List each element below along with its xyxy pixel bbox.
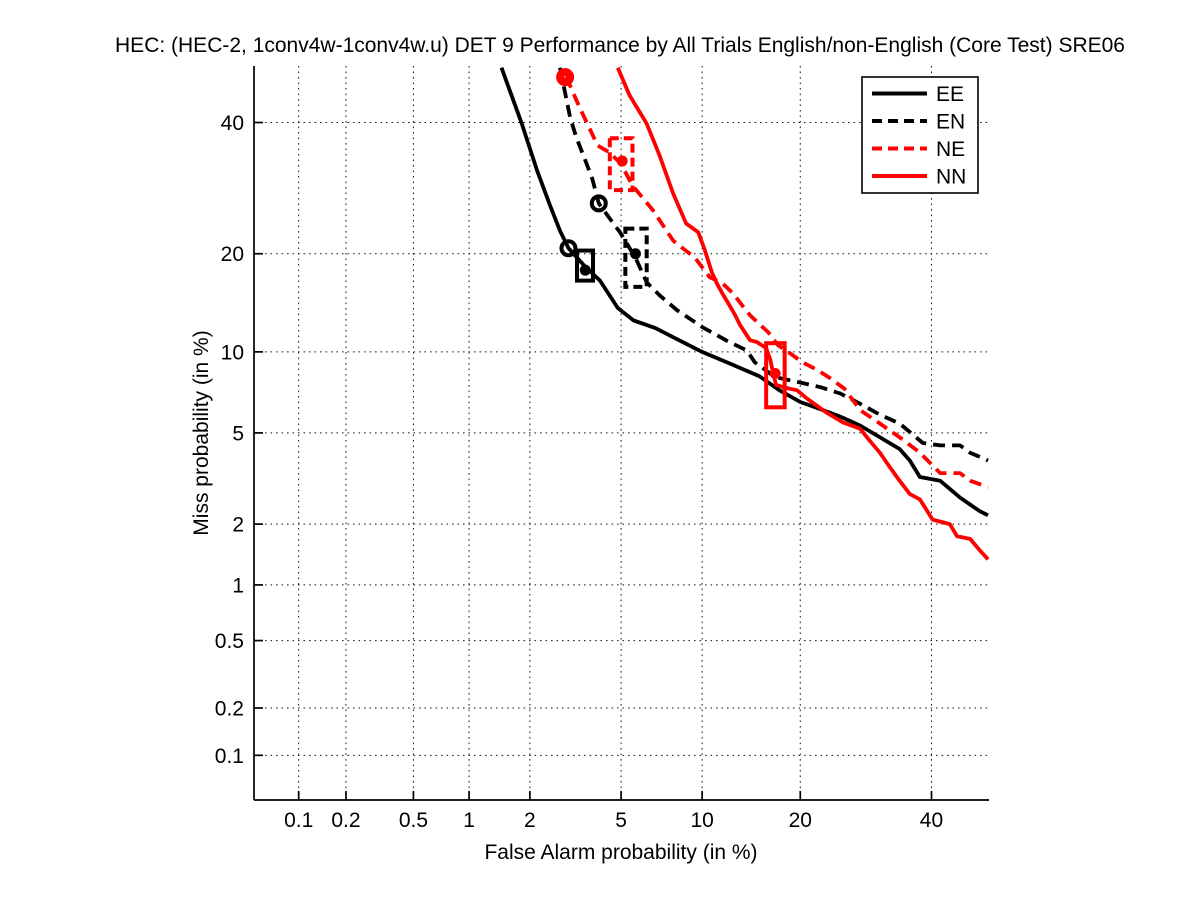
y-tick-label: 2 — [232, 514, 244, 537]
y-tick-label: 10 — [221, 341, 244, 364]
y-tick-label: 1 — [232, 574, 244, 597]
marker-circle-EN — [589, 194, 608, 213]
legend-label-EE: EE — [936, 83, 964, 106]
x-tick-label: 0.5 — [399, 809, 428, 832]
y-tick-label: 0.2 — [215, 698, 244, 721]
curve-EE — [499, 67, 989, 517]
x-tick-label: 20 — [789, 809, 812, 832]
tick-labels: 0.1 0.2 0.5 1 2 5 10 20 40 0.1 0.2 0.5 1 2 5 10 20 40 — [215, 112, 943, 832]
marker-dot-EN — [629, 248, 641, 260]
y-tick-label: 0.5 — [215, 630, 244, 653]
marker-circle-EE — [559, 239, 578, 258]
y-tick-label: 0.1 — [215, 745, 244, 768]
x-tick-label: 10 — [690, 809, 713, 832]
curve-EN — [558, 67, 989, 463]
marker-circle-NE — [556, 68, 575, 87]
x-tick-label: 0.1 — [284, 809, 313, 832]
y-tick-label: 40 — [221, 112, 244, 135]
x-tick-label: 40 — [920, 809, 943, 832]
curve-NE — [563, 76, 989, 489]
legend-box — [861, 76, 979, 194]
marker-dot-NN — [769, 368, 781, 380]
marker-box-NE — [607, 136, 635, 193]
axes — [253, 66, 989, 801]
marker-box-EE — [575, 248, 596, 283]
x-tick-label: 1 — [463, 809, 475, 832]
y-axis-label: Miss probability (in %) — [190, 330, 213, 535]
marker-box-EN — [623, 226, 649, 289]
chart-title: HEC: (HEC-2, 1conv4w-1conv4w.u) DET 9 Pe… — [115, 34, 1125, 57]
x-tick-label: 5 — [615, 809, 627, 832]
x-tick-label: 2 — [524, 809, 536, 832]
y-tick-label: 20 — [221, 243, 244, 266]
x-axis-label: False Alarm probability (in %) — [484, 841, 757, 864]
x-tick-label: 0.2 — [331, 809, 360, 832]
legend: EE EN NE NN — [861, 76, 979, 194]
marker-box-NN — [764, 341, 787, 410]
y-tick-label: 5 — [232, 422, 244, 445]
legend-label-EN: EN — [936, 111, 965, 134]
marker-dot-EE — [579, 264, 591, 276]
legend-label-NN: NN — [936, 166, 966, 189]
marker-dot-NE — [616, 155, 628, 167]
legend-label-NE: NE — [936, 138, 965, 161]
plot-area: 0.1 0.2 0.5 1 2 5 10 20 40 0.1 0.2 0.5 1 2 5 10 20 40 EE EN… — [215, 66, 990, 832]
